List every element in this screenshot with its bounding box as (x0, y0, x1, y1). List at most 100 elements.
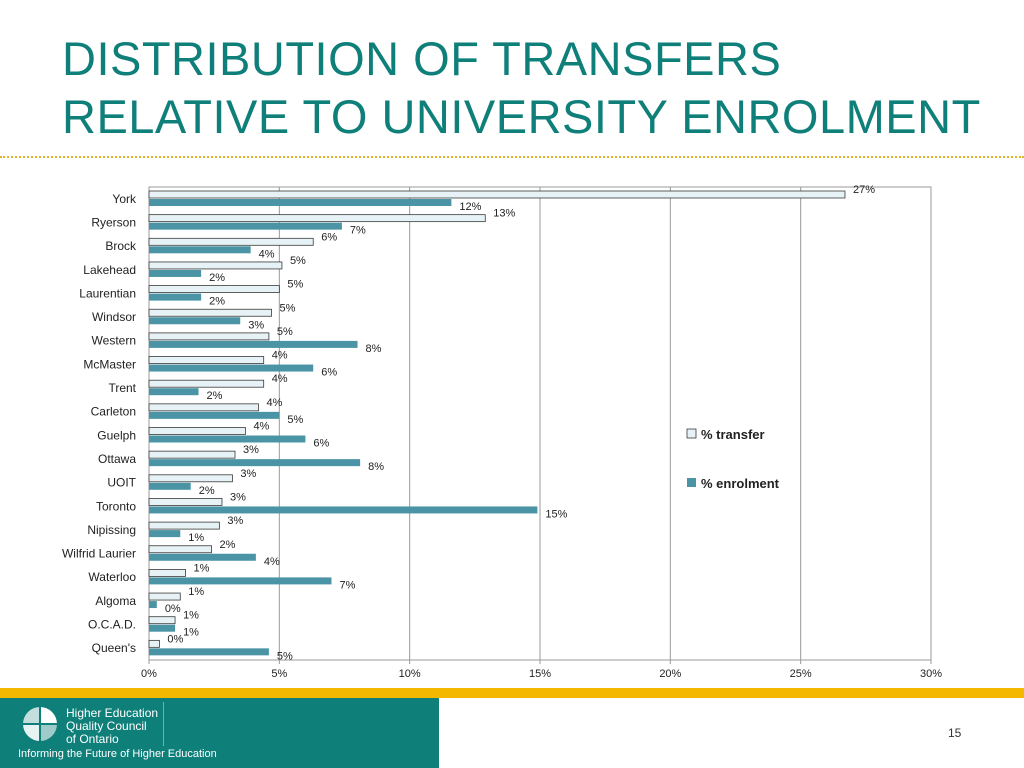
x-tick-label: 15% (529, 668, 551, 680)
data-label-enrolment: 4% (264, 556, 280, 568)
category-label: Guelph (97, 428, 136, 442)
bar-enrolment (149, 293, 202, 301)
bar-enrolment (149, 459, 361, 467)
category-label: Brock (105, 239, 137, 253)
data-label-enrolment: 8% (368, 461, 384, 473)
data-label-enrolment: 1% (183, 627, 199, 639)
page-number: 15 (948, 726, 962, 740)
footer-gold-band (0, 688, 1024, 698)
category-label: Waterloo (88, 570, 136, 584)
x-tick-label: 5% (271, 668, 287, 680)
category-label: Nipissing (87, 523, 136, 537)
transfer-enrolment-bar-chart: 27% 12% 13% 7% 6% 4% 5% 2% 5% 2% 5% 3% 5% 8% 4% 6% 4% 2% 4… (62, 184, 942, 680)
data-label-transfer: 3% (243, 444, 259, 456)
x-tick-label: 30% (920, 668, 942, 680)
category-label: Toronto (96, 499, 136, 513)
legend-swatch-enrolment (687, 478, 696, 487)
category-label: Lakehead (83, 263, 136, 277)
category-label: Ottawa (98, 452, 136, 466)
chart-x-tick-labels: 0% 5% 10% 15% 20% 25% 30% (141, 668, 942, 680)
data-label-transfer: 3% (227, 515, 243, 527)
data-label-enrolment: 1% (188, 532, 204, 544)
bar-transfer (148, 308, 272, 317)
category-label: O.C.A.D. (88, 618, 136, 632)
bar-transfer (148, 545, 212, 554)
bar-transfer (148, 592, 181, 601)
bar-enrolment (149, 506, 538, 514)
category-label: McMaster (83, 357, 136, 371)
org-name-line-1: Higher Education (66, 706, 159, 720)
org-name-line-2: Quality Council (66, 719, 147, 733)
x-tick-label: 10% (399, 668, 421, 680)
category-label: Algoma (95, 594, 136, 608)
data-label-enrolment: 5% (277, 650, 293, 662)
data-label-transfer: 3% (230, 491, 246, 503)
category-label: Ryerson (91, 215, 136, 229)
data-label-transfer: 5% (287, 279, 303, 291)
category-label: Wilfrid Laurier (62, 547, 136, 561)
bar-enrolment (149, 246, 251, 254)
data-label-enrolment: 4% (259, 248, 275, 260)
bar-enrolment (149, 435, 306, 443)
bar-enrolment (149, 340, 358, 348)
data-label-transfer: 0% (167, 633, 183, 645)
bar-transfer (148, 568, 186, 577)
x-tick-label: 20% (659, 668, 681, 680)
bar-enrolment (149, 577, 332, 585)
data-label-transfer: 13% (493, 208, 515, 220)
data-label-transfer: 1% (188, 586, 204, 598)
category-label: Queen's (92, 641, 136, 655)
bar-enrolment (149, 388, 199, 396)
bar-transfer (148, 427, 246, 435)
bar-enrolment (149, 199, 452, 206)
data-label-enrolment: 6% (313, 438, 329, 450)
data-label-transfer: 2% (220, 539, 236, 551)
data-label-enrolment: 2% (209, 296, 225, 308)
logo-divider (163, 702, 164, 746)
data-label-enrolment: 2% (209, 272, 225, 284)
chart-data-labels: 27% 12% 13% 7% 6% 4% 5% 2% 5% 2% 5% 3% 5% 8% 4% 6% 4% 2% 4… (165, 184, 875, 662)
data-label-enrolment: 7% (350, 225, 366, 237)
data-label-enrolment: 8% (366, 343, 382, 355)
bar-transfer (148, 190, 846, 199)
x-tick-label: 25% (790, 668, 812, 680)
data-label-transfer: 27% (853, 184, 875, 196)
chart-legend: % transfer % enrolment (686, 427, 780, 491)
legend-label-enrolment: % enrolment (701, 476, 780, 491)
data-label-transfer: 1% (183, 610, 199, 622)
data-label-enrolment: 5% (287, 414, 303, 426)
bar-transfer (148, 261, 283, 270)
category-label: Western (92, 334, 136, 348)
bar-transfer (148, 521, 220, 530)
title-divider (0, 156, 1024, 158)
bar-transfer (148, 498, 223, 506)
bar-transfer (148, 237, 314, 246)
category-label: UOIT (107, 476, 136, 490)
bar-enrolment (149, 601, 157, 609)
legend-label-transfer: % transfer (701, 427, 765, 442)
bar-enrolment (149, 482, 191, 490)
data-label-enrolment: 7% (339, 579, 355, 591)
heqco-logo-icon (23, 707, 57, 741)
data-label-transfer: 1% (193, 562, 209, 574)
data-label-enrolment: 0% (165, 603, 181, 615)
data-label-transfer: 3% (240, 468, 256, 480)
bar-enrolment (149, 317, 241, 325)
data-label-enrolment: 2% (199, 485, 215, 497)
slide-title: DISTRIBUTION OF TRANSFERS RELATIVE TO UN… (62, 30, 981, 146)
bar-transfer (148, 332, 270, 341)
org-tagline: Informing the Future of Higher Education (18, 748, 217, 760)
bar-enrolment (149, 364, 314, 372)
data-label-transfer: 4% (253, 421, 269, 433)
category-label: Carleton (91, 405, 136, 419)
bar-transfer (148, 450, 236, 459)
bar-enrolment (149, 530, 181, 538)
bar-transfer (148, 214, 486, 223)
data-label-enrolment: 12% (459, 201, 481, 213)
bar-transfer (148, 379, 265, 388)
category-label: Windsor (92, 310, 136, 324)
data-label-transfer: 4% (266, 397, 282, 409)
data-label-enrolment: 15% (545, 508, 567, 520)
data-label-transfer: 5% (277, 326, 293, 338)
x-tick-label: 0% (141, 668, 157, 680)
